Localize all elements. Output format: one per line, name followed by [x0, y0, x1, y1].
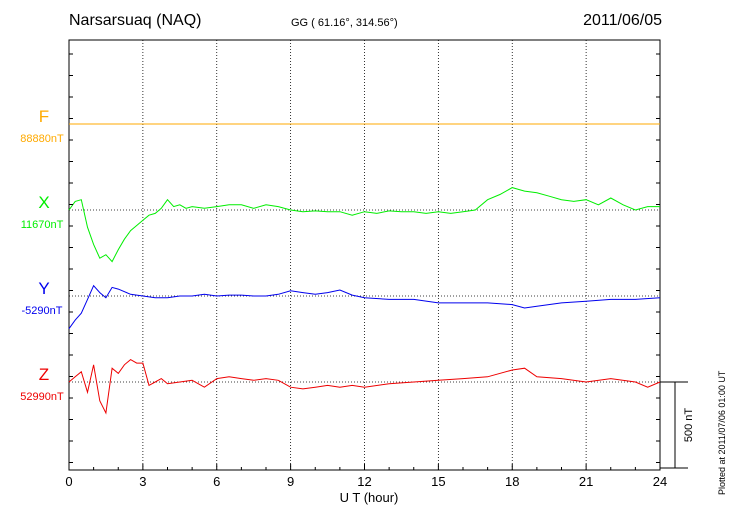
x-tick-label: 18 [505, 474, 519, 489]
x-tick-label: 6 [213, 474, 220, 489]
x-tick-label: 9 [287, 474, 294, 489]
series-name-z: Z [39, 365, 49, 384]
series-line-y [68, 284, 661, 329]
x-tick-label: 24 [653, 474, 667, 489]
series-name-x: X [38, 193, 49, 212]
station-title: Narsarsuaq (NAQ) [69, 12, 202, 29]
series-baseline-z: 52990nT [20, 391, 64, 403]
x-tick-label: 15 [431, 474, 445, 489]
x-tick-label: 12 [357, 474, 371, 489]
scale-bar: 500 nT [660, 381, 695, 469]
series-baseline-f: 88880nT [20, 133, 64, 145]
series-baseline-x: 11670nT [21, 219, 64, 231]
x-axis-label: U T (hour) [340, 490, 399, 505]
series-name-y: Y [38, 279, 49, 298]
station-coordinates: GG ( 61.16°, 314.56°) [291, 17, 398, 29]
grid [69, 40, 660, 470]
series-line-x [68, 187, 660, 263]
plot-frame [68, 39, 661, 471]
series-line-z [68, 358, 661, 415]
series-name-f: F [39, 107, 49, 126]
series-labels: F 88880nT X 11670nT Y -5290nT Z 52990nT [20, 107, 64, 403]
series-group [68, 123, 661, 415]
x-tick-label: 3 [139, 474, 146, 489]
x-tick-label: 0 [65, 474, 72, 489]
plot-date: 2011/06/05 [583, 12, 662, 29]
x-axis: 0 3 6 9 12 15 18 21 24 [65, 53, 667, 489]
series-baseline-y: -5290nT [22, 305, 63, 317]
scale-bar-label: 500 nT [683, 408, 695, 443]
plotted-timestamp: Plotted at 2011/07/06 01:00 UT [717, 370, 727, 495]
x-tick-label: 21 [579, 474, 593, 489]
